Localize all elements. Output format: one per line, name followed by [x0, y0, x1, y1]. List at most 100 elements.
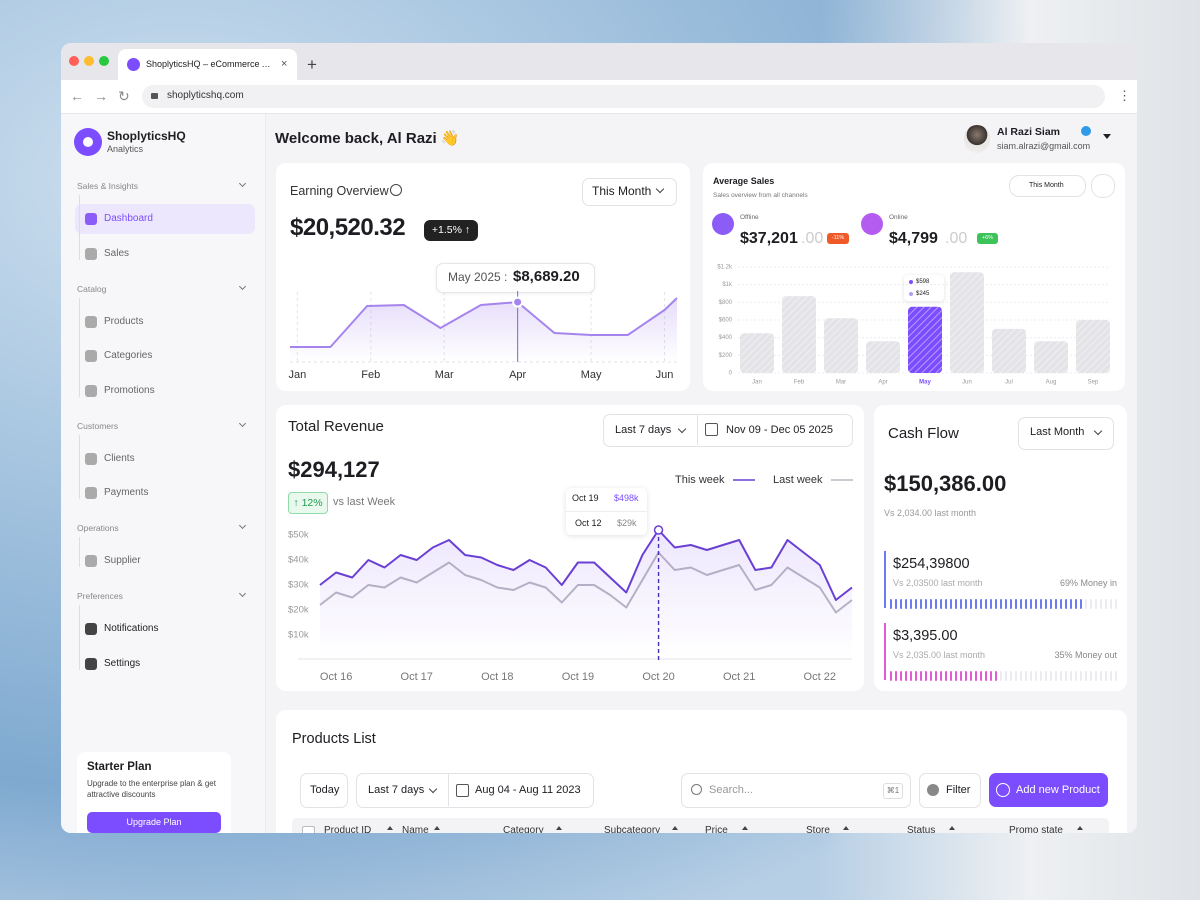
legend-label: Last week: [773, 474, 823, 486]
cash-tick: [920, 671, 922, 681]
y-tick-label: $200: [719, 353, 733, 359]
column-header[interactable]: Name: [402, 825, 429, 836]
nav-section: Catalog: [77, 283, 107, 294]
nav-icon: [85, 623, 97, 635]
nav-icon: [85, 384, 97, 397]
x-tick-label: May: [919, 380, 931, 386]
area: [290, 298, 677, 362]
cash-flow-card: [874, 405, 1127, 691]
close-dot[interactable]: [69, 56, 79, 66]
nav-item[interactable]: Payments: [104, 487, 149, 498]
menu[interactable]: ⋮: [1118, 88, 1131, 103]
cash-tick: [995, 599, 997, 609]
revenue-period[interactable]: Last 7 days: [615, 424, 672, 436]
cash-tick: [1095, 599, 1097, 609]
cash-tick: [1095, 671, 1097, 681]
cash-tick: [990, 671, 992, 681]
cash-tick: [1080, 671, 1082, 681]
nav-item[interactable]: Promotions: [104, 384, 155, 396]
products-title: Products List: [292, 731, 376, 747]
offline-label: Offline: [740, 214, 759, 221]
x-tick-label: Oct 21: [723, 671, 755, 683]
forward[interactable]: →: [94, 88, 108, 104]
upgrade-button[interactable]: Upgrade Plan: [87, 812, 221, 833]
cash-tick: [950, 599, 952, 609]
column-header[interactable]: Status: [907, 825, 936, 836]
nav-item[interactable]: Supplier: [104, 555, 141, 566]
column-header[interactable]: Price: [705, 825, 728, 836]
column-header[interactable]: Category: [503, 825, 544, 836]
nav-item[interactable]: Clients: [104, 452, 135, 464]
nav-item[interactable]: Sales: [104, 247, 130, 259]
cash-tick: [1055, 599, 1057, 609]
tooltip-dot: [909, 292, 913, 296]
cash-tick: [910, 599, 912, 609]
online-label: Online: [889, 214, 908, 221]
nav-item[interactable]: Notifications: [104, 623, 159, 634]
address-bar[interactable]: [142, 85, 1105, 108]
user-menu[interactable]: [1103, 134, 1111, 139]
y-tick-label: 0: [729, 371, 733, 377]
nav-icon: [85, 350, 97, 362]
cash-tick: [1005, 671, 1007, 681]
earning-tooltip: [436, 263, 595, 293]
cash-tick: [935, 599, 937, 609]
y-tick-label: $600: [719, 318, 733, 324]
cash-tick: [1040, 671, 1042, 681]
filter-range[interactable]: [356, 773, 594, 808]
tab-close[interactable]: ×: [281, 58, 288, 70]
nav-icon: [85, 213, 97, 225]
lock-icon: [151, 93, 158, 99]
divider: [697, 415, 698, 445]
cash-period[interactable]: [1018, 417, 1114, 450]
bar: [992, 328, 1026, 373]
cash-tick: [995, 671, 997, 681]
nav-icon: [85, 247, 97, 260]
new-tab[interactable]: +: [307, 55, 317, 74]
cash-tick: [1030, 671, 1032, 681]
revenue-date-range[interactable]: Nov 09 - Dec 05 2025: [726, 424, 834, 436]
cash-tick: [910, 671, 912, 681]
search-box[interactable]: [681, 773, 911, 808]
cash-tick: [925, 599, 927, 609]
filter-today[interactable]: [300, 773, 348, 808]
revenue-change-note: vs last Week: [333, 496, 396, 508]
cash-tick: [1115, 599, 1117, 609]
tab[interactable]: [118, 49, 297, 80]
x-tick-label: Apr: [509, 369, 526, 381]
back[interactable]: ←: [70, 88, 84, 104]
column-header[interactable]: Subcategory: [604, 825, 661, 836]
nav-item[interactable]: Categories: [104, 350, 153, 361]
minimize-dot[interactable]: [84, 56, 94, 66]
point: [653, 525, 664, 535]
cash-tick: [945, 671, 947, 681]
avatar[interactable]: [964, 125, 990, 153]
nav-item[interactable]: Settings: [104, 657, 141, 669]
lock-button[interactable]: [1091, 174, 1115, 198]
nav-item[interactable]: Products: [104, 315, 144, 327]
cash-tick: [1060, 671, 1062, 681]
checkbox[interactable]: [302, 826, 315, 833]
cash-tick: [915, 671, 917, 681]
column-header[interactable]: Promo state: [1009, 825, 1063, 836]
maximize-dot[interactable]: [99, 56, 109, 66]
column-header[interactable]: Product ID: [324, 825, 372, 836]
x-tick-label: Mar: [836, 380, 846, 386]
info-icon[interactable]: [390, 184, 402, 196]
search-placeholder: Search...: [709, 784, 754, 796]
reload[interactable]: ↻: [118, 88, 130, 104]
cash-tick: [1030, 599, 1032, 609]
brand-sub: Analytics: [107, 144, 144, 154]
bar: [824, 318, 858, 373]
cash-tick: [1045, 671, 1047, 681]
cash-tick: [1015, 671, 1017, 681]
line: [290, 297, 678, 348]
avg-period[interactable]: [1009, 175, 1086, 197]
earning-period[interactable]: [582, 178, 677, 206]
avg-period-label: This Month: [1029, 182, 1064, 189]
cash-tick: [1020, 671, 1022, 681]
bar: [866, 341, 900, 373]
x-tick-label: Oct 22: [804, 671, 836, 683]
nav-item[interactable]: Dashboard: [104, 213, 153, 224]
column-header[interactable]: Store: [806, 825, 830, 836]
